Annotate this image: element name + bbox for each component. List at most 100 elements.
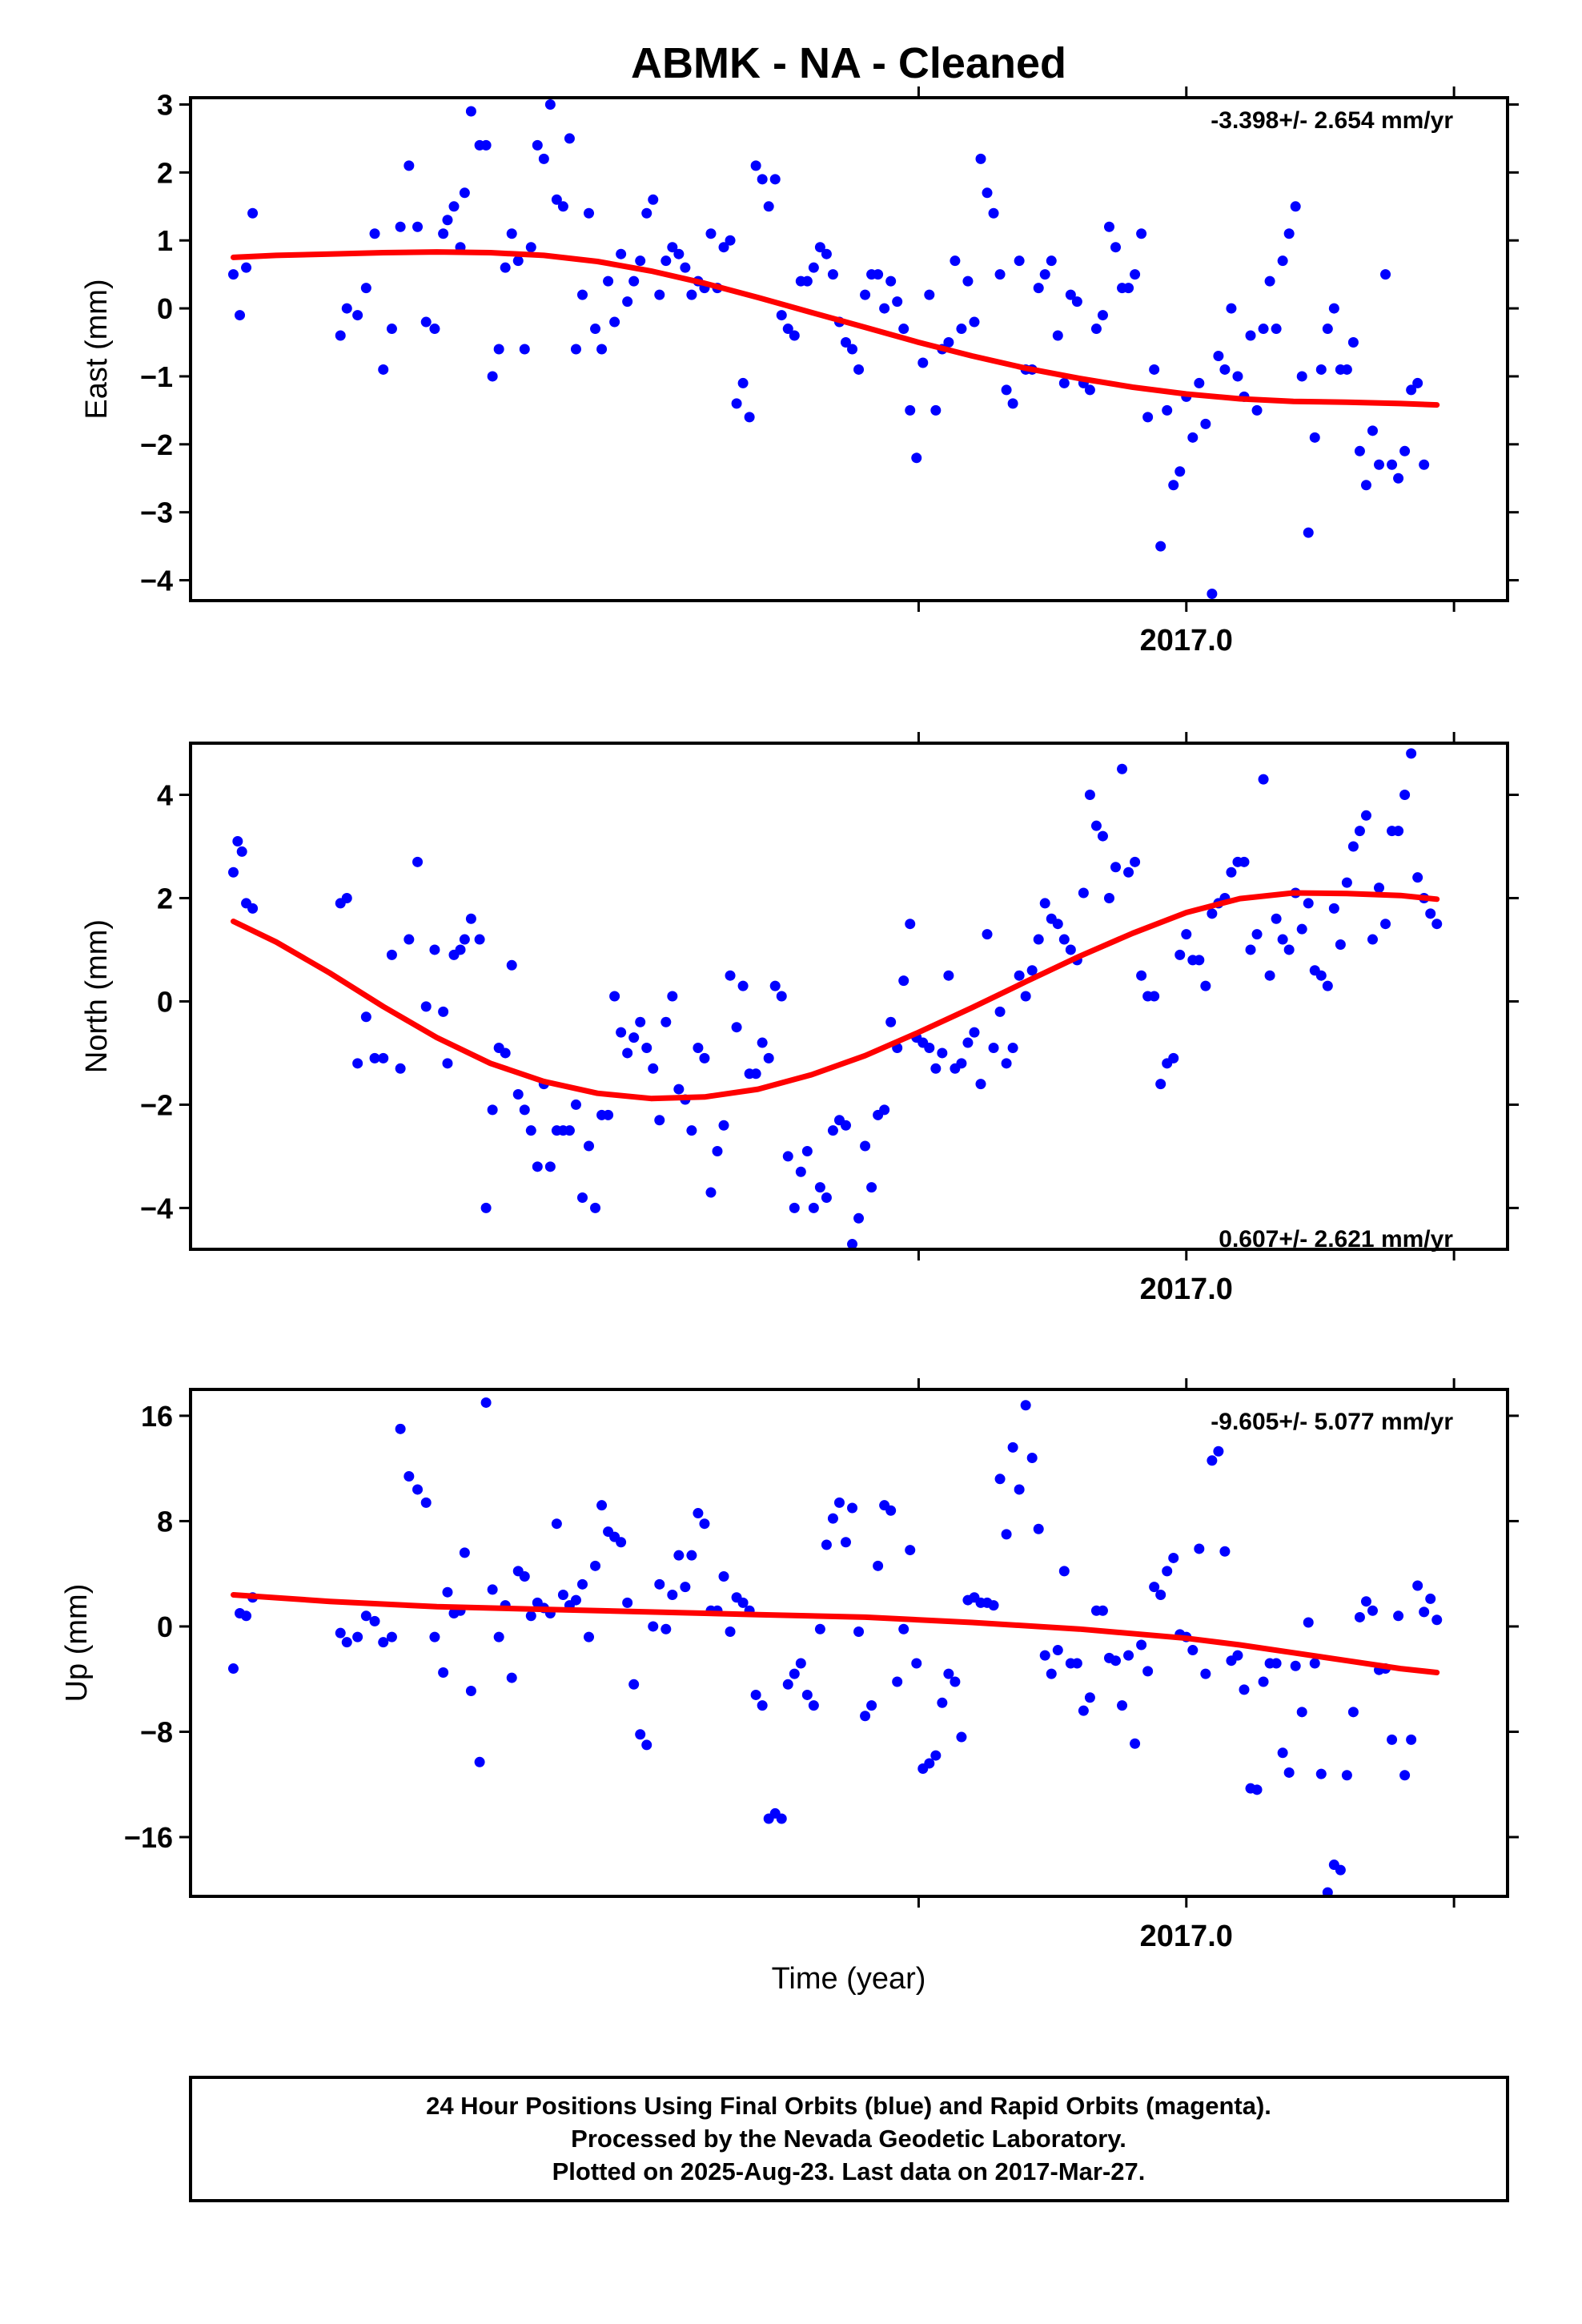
up-point	[648, 1621, 659, 1632]
north-point	[1335, 939, 1346, 951]
up-point	[241, 1610, 252, 1622]
east-point	[1155, 541, 1166, 552]
east-point	[551, 194, 562, 205]
north-point	[1117, 763, 1128, 774]
east-point	[1149, 364, 1160, 375]
up-point	[1419, 1606, 1430, 1618]
north-point	[1328, 903, 1339, 914]
up-point	[1290, 1660, 1301, 1671]
east-point	[705, 228, 717, 239]
east-point	[1097, 310, 1108, 321]
north-ytick-label: −4	[140, 1192, 173, 1224]
north-point	[962, 1037, 974, 1048]
north-point	[898, 975, 909, 987]
east-point	[776, 310, 787, 321]
up-point	[737, 1597, 749, 1608]
east-point	[412, 221, 424, 232]
east-point	[1226, 303, 1237, 314]
east-fit-line	[231, 249, 1440, 408]
up-point	[570, 1594, 581, 1606]
east-point	[853, 364, 865, 375]
up-point	[1136, 1639, 1147, 1651]
north-point	[1078, 887, 1089, 899]
east-point	[616, 248, 627, 259]
up-point	[525, 1610, 536, 1622]
east-point	[956, 324, 967, 335]
up-point	[686, 1550, 697, 1561]
up-point	[352, 1631, 363, 1642]
up-point	[905, 1545, 916, 1556]
east-point	[1033, 283, 1044, 294]
north-point	[1026, 965, 1038, 976]
up-point	[930, 1750, 942, 1761]
east-point	[950, 255, 961, 267]
north-point	[821, 1192, 832, 1204]
up-points	[227, 1397, 1443, 1896]
east-point	[1219, 364, 1231, 375]
north-point	[341, 892, 352, 903]
chart-title: ABMK - NA - Cleaned	[631, 39, 1066, 87]
north-point	[512, 1089, 524, 1100]
east-point	[1406, 384, 1417, 396]
east-point	[769, 174, 781, 185]
east-point	[1328, 303, 1339, 314]
up-point	[693, 1508, 704, 1519]
east-point	[532, 139, 543, 151]
up-point	[1303, 1617, 1314, 1628]
north-point	[1271, 913, 1282, 924]
up-point	[1387, 1734, 1398, 1745]
north-point	[506, 959, 517, 971]
north-point	[1412, 872, 1423, 883]
north-point	[1431, 919, 1443, 930]
north-point	[776, 991, 787, 1002]
north-point	[641, 1042, 652, 1053]
up-point	[474, 1756, 485, 1767]
north-point	[404, 934, 415, 945]
up-fit-line	[231, 1592, 1440, 1675]
up-point	[667, 1589, 678, 1600]
north-point	[1207, 908, 1218, 919]
north-point	[860, 1140, 871, 1152]
east-point	[493, 344, 504, 355]
up-frame	[189, 1388, 1509, 1898]
up-point	[1026, 1452, 1038, 1463]
up-point	[1360, 1596, 1371, 1607]
up-panel: −16 −8 0 8 16 2017.0 -9.605+/- 5.077 mm/yr Up (…	[60, 1378, 1519, 1953]
north-point	[1315, 970, 1327, 981]
north-point	[544, 1161, 556, 1172]
east-point	[448, 201, 460, 212]
up-point	[808, 1700, 819, 1711]
east-point	[892, 296, 903, 308]
north-ytick-label: 4	[157, 778, 173, 811]
east-ytick-label: 3	[157, 88, 173, 121]
up-xtick-label: 2017.0	[1140, 1920, 1233, 1953]
up-point	[1020, 1400, 1031, 1411]
north-point	[474, 934, 485, 945]
east-point	[1090, 324, 1102, 335]
north-point	[395, 1063, 406, 1074]
north-point	[853, 1212, 865, 1224]
x-axis-label: Time (year)	[772, 1962, 926, 1996]
north-point	[737, 980, 749, 991]
east-point	[576, 289, 588, 300]
north-point	[420, 1001, 432, 1012]
north-point	[712, 1145, 723, 1156]
up-point	[1007, 1441, 1018, 1453]
east-point	[1110, 242, 1122, 253]
east-point	[1103, 221, 1114, 232]
up-ytick-label: 16	[141, 1400, 173, 1433]
up-point	[1258, 1676, 1269, 1687]
east-point	[1399, 445, 1411, 456]
up-point	[1084, 1692, 1095, 1703]
east-point	[557, 201, 568, 212]
east-point	[1245, 330, 1256, 341]
north-point	[1277, 934, 1288, 945]
east-point	[924, 289, 935, 300]
up-point	[378, 1637, 389, 1648]
east-point	[429, 324, 440, 335]
north-point	[564, 1125, 575, 1136]
up-point	[622, 1597, 633, 1608]
up-point	[1187, 1645, 1199, 1656]
east-point	[1380, 269, 1391, 280]
footer-box: 24 Hour Positions Using Final Orbits (bl…	[189, 2076, 1509, 2202]
